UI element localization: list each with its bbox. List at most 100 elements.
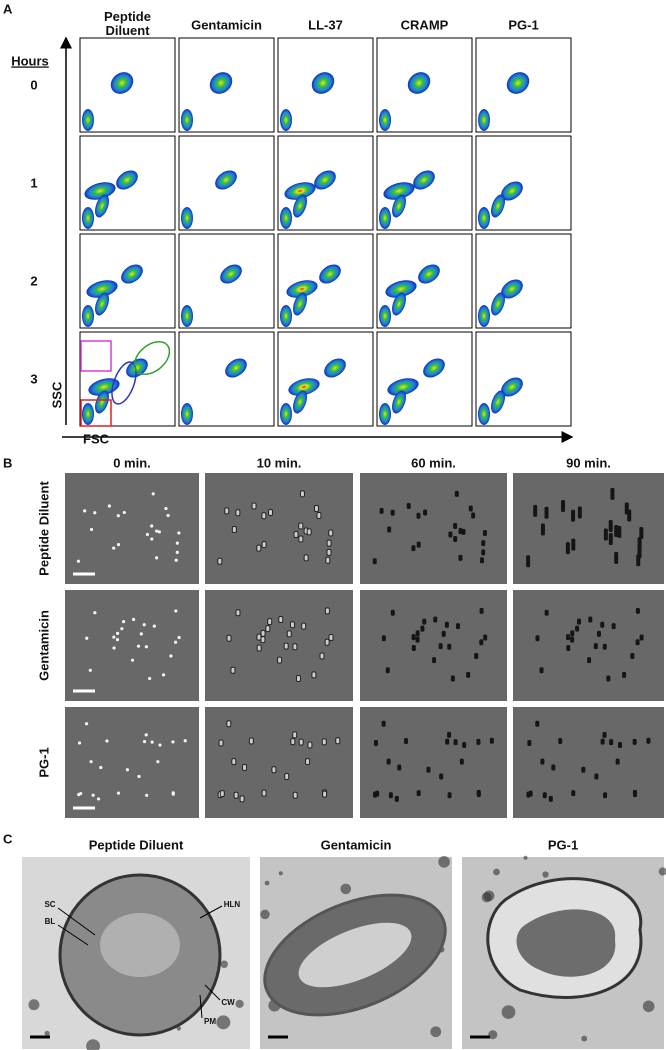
debris [216, 1015, 231, 1030]
cell [411, 634, 416, 641]
gate [133, 340, 171, 376]
hours-label: Hours [11, 53, 49, 68]
cell [115, 631, 120, 635]
annotation-leader [199, 994, 203, 1019]
cell [397, 764, 402, 771]
cell [453, 739, 458, 746]
cell [157, 530, 161, 534]
cell [112, 546, 116, 550]
cell [251, 502, 257, 510]
debris [278, 871, 283, 876]
debris [642, 1000, 655, 1013]
annotation: BL [45, 917, 56, 926]
cell [152, 624, 156, 628]
density-blob [84, 182, 116, 200]
density-blob [82, 207, 94, 229]
cell [447, 792, 452, 799]
cell [89, 527, 94, 532]
column-header: LL-37 [308, 17, 343, 32]
cell [277, 656, 283, 664]
row-label: 2 [30, 273, 37, 288]
cell [581, 766, 586, 773]
panel-label: B [3, 455, 12, 470]
cell [218, 739, 224, 747]
density-blob [215, 170, 237, 190]
cell [217, 557, 223, 565]
cell [468, 505, 473, 512]
debris [523, 855, 528, 860]
cell [593, 643, 598, 650]
micrograph [65, 707, 199, 818]
cell [551, 764, 556, 771]
annotation: CW [221, 998, 235, 1007]
cell [226, 720, 232, 728]
cell [271, 766, 277, 774]
cell [260, 636, 266, 644]
debris [44, 1030, 50, 1037]
cell [479, 607, 484, 614]
cell [112, 646, 116, 650]
debris [260, 909, 270, 920]
cell [93, 611, 97, 615]
cell [136, 644, 141, 648]
cell [603, 792, 608, 799]
cell [125, 768, 130, 772]
cell [230, 666, 236, 674]
cell [439, 773, 444, 780]
debris [220, 960, 228, 969]
cell [283, 642, 289, 650]
column-header: CRAMP [401, 17, 449, 32]
cell [85, 636, 89, 640]
density-blob [392, 194, 406, 218]
cell [321, 738, 327, 746]
cell [314, 504, 320, 512]
cell [474, 652, 479, 659]
cell [311, 671, 317, 679]
density [478, 377, 523, 425]
cell [156, 760, 160, 764]
cell [476, 791, 481, 798]
cell [445, 738, 450, 745]
cell [603, 528, 608, 541]
cell [91, 793, 95, 797]
cell [260, 629, 266, 637]
density-blob [418, 264, 440, 284]
cell [116, 791, 121, 795]
density-blob [407, 72, 431, 94]
cell [476, 738, 481, 745]
cell [328, 633, 334, 641]
cell [139, 632, 143, 636]
micrograph [205, 590, 353, 701]
cell [231, 526, 237, 534]
cell [482, 529, 487, 536]
cell [608, 520, 613, 533]
density [181, 264, 242, 327]
cell [540, 523, 545, 536]
cell [324, 607, 330, 615]
cell [416, 790, 421, 797]
cell [151, 492, 155, 496]
cell [235, 609, 241, 617]
debris [235, 999, 244, 1008]
cell [609, 739, 614, 746]
cell [144, 733, 148, 737]
micrograph [360, 590, 507, 701]
row-label: 0 [30, 77, 37, 92]
row-label: Gentamicin [36, 610, 51, 681]
cell [415, 636, 420, 643]
cell [540, 758, 545, 765]
cell [577, 618, 582, 625]
density-blob [293, 390, 307, 414]
density [181, 170, 237, 229]
cell [390, 509, 395, 516]
cell [137, 774, 141, 779]
cell [575, 625, 580, 632]
density-blob [506, 72, 530, 94]
cell [483, 634, 488, 641]
density-blob [387, 378, 419, 396]
cell [219, 790, 225, 798]
cell [306, 528, 312, 536]
cell [142, 623, 146, 627]
cell [145, 532, 150, 537]
cytoplasm [100, 913, 180, 977]
